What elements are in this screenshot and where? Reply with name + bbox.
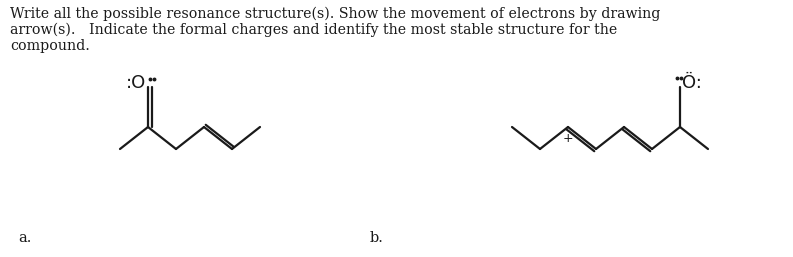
Text: Write all the possible resonance structure(s). Show the movement of electrons by: Write all the possible resonance structu… [10,7,661,21]
Text: :O: :O [126,74,146,92]
Text: a.: a. [18,231,32,245]
Text: Ö:: Ö: [682,74,702,92]
Text: +: + [563,132,573,144]
Text: compound.: compound. [10,39,90,53]
Text: b.: b. [370,231,384,245]
Text: arrow(s).   Indicate the formal charges and identify the most stable structure f: arrow(s). Indicate the formal charges an… [10,23,617,37]
